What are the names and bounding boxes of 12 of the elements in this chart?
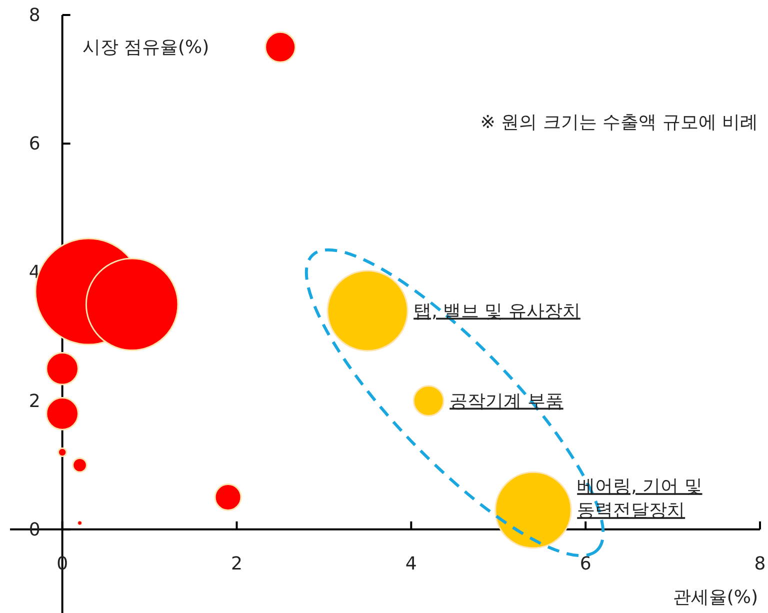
y-tick-label: 6 xyxy=(28,134,40,155)
x-axis-title: 관세율(%) xyxy=(672,587,758,608)
y-tick-label: 2 xyxy=(28,390,40,412)
annotation: 공작기계 부품 xyxy=(450,390,564,412)
y-axis-title: 시장 점유율(%) xyxy=(82,37,210,58)
x-tick-label: 8 xyxy=(754,553,766,574)
x-tick-label: 4 xyxy=(405,553,417,574)
y-tick-label: 8 xyxy=(28,5,40,26)
x-tick-label: 6 xyxy=(580,553,592,574)
annotation: ※ 원의 크기는 수출액 규모에 비례 xyxy=(480,112,758,133)
x-tick-label: 2 xyxy=(231,553,242,574)
annotation: 탭, 밸브 및 유사장치 xyxy=(414,300,580,322)
